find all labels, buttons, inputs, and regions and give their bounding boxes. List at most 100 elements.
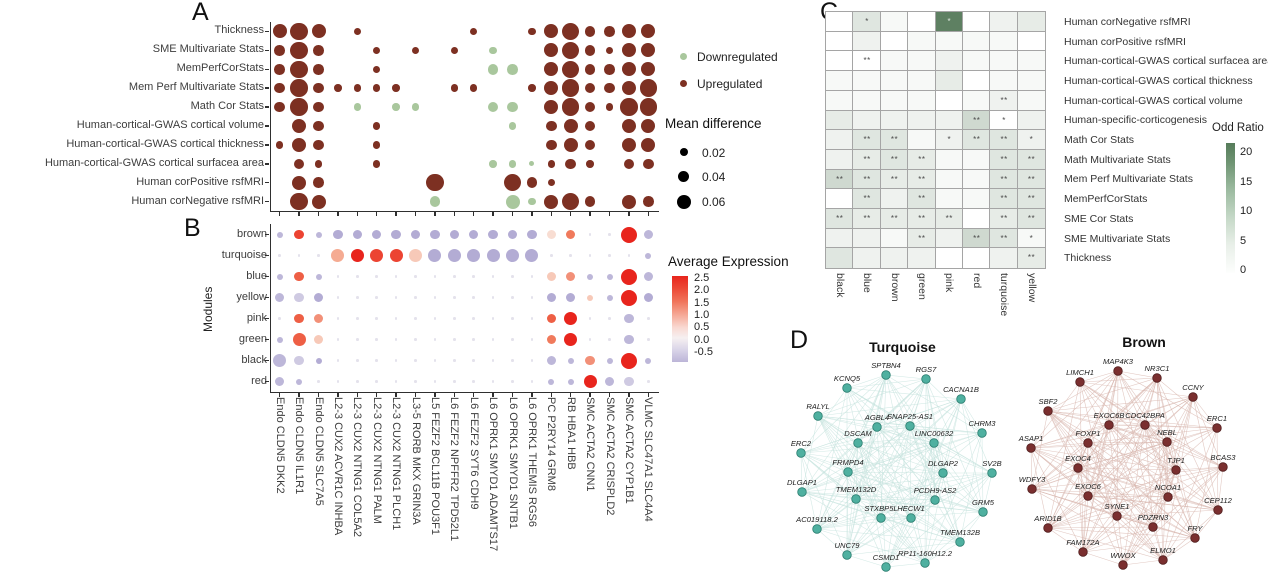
panel-a-dot	[450, 84, 459, 92]
panel-a-dot	[507, 64, 518, 75]
gene-node-label: NCOA1	[1155, 483, 1181, 492]
panel-b-dot	[294, 313, 304, 324]
panel-b-dot	[428, 249, 442, 262]
network-edge	[817, 398, 962, 417]
network-edge	[925, 378, 984, 513]
panel-b-dot	[530, 359, 534, 362]
gene-node	[1027, 484, 1037, 494]
panel-a-dot	[604, 26, 615, 37]
network-edge	[1079, 381, 1177, 471]
heatmap-cell	[880, 228, 909, 249]
network-edge	[1156, 377, 1164, 561]
heatmap-cell	[935, 149, 964, 171]
panel-b-row-label: black	[241, 353, 267, 366]
axis-tick	[608, 211, 611, 216]
gene-node-label: CDC42BPA	[1125, 411, 1165, 420]
panel-b-dot	[468, 229, 479, 240]
heatmap-col-label: blue	[861, 273, 874, 293]
network-edge	[1077, 467, 1169, 498]
panel-b-dot	[414, 380, 417, 383]
odd-ratio-tick: 20	[1240, 146, 1253, 158]
gene-node-label: CHRM3	[968, 419, 996, 428]
heatmap-cell	[880, 50, 909, 72]
heatmap-cell	[825, 228, 854, 249]
network-edge	[1030, 370, 1119, 449]
panel-b-dot	[530, 338, 534, 341]
celltype-x-label: L6 FEZF2 NPFFR2 TPD52L1	[448, 397, 461, 542]
axis-tick	[265, 296, 269, 299]
network-edge	[857, 432, 983, 444]
network-edge	[1082, 441, 1168, 553]
heatmap-cell	[962, 70, 991, 92]
size-label-006: 0.06	[702, 195, 726, 209]
significance-marker: **	[973, 115, 981, 125]
panel-b-dot	[336, 317, 340, 320]
panel-a-dot	[372, 160, 381, 168]
panel-b-dot	[394, 296, 398, 299]
significance-marker: **	[945, 214, 953, 223]
panel-a-dot	[639, 98, 658, 116]
panel-a-dot	[586, 160, 594, 168]
axis-tick	[492, 392, 494, 397]
network-edge	[933, 442, 961, 543]
gene-node	[796, 448, 806, 458]
heatmap-cell	[935, 110, 964, 131]
panel-a-dot	[353, 103, 362, 111]
panel-b-dot	[453, 317, 456, 320]
heatmap-row-label: MemPerfCorStats	[1064, 193, 1148, 206]
significance-marker: *	[1002, 115, 1006, 125]
network-edge	[1030, 447, 1084, 553]
axis-tick	[589, 392, 591, 397]
heatmap-cell	[962, 31, 991, 52]
gene-node-label: SPTBN4	[871, 361, 901, 370]
panel-b-dot	[647, 380, 650, 383]
panel-a-dot	[487, 64, 499, 75]
panel-b-dot	[336, 380, 340, 383]
network-edge	[1079, 377, 1158, 383]
gene-node-label: RP11-160H12.2	[898, 549, 953, 558]
axis-tick	[278, 211, 281, 216]
panel-b-dot	[564, 333, 578, 346]
significance-marker: **	[918, 174, 926, 184]
panel-b-dot	[587, 294, 594, 301]
panel-b-dot	[447, 249, 461, 262]
axis-tick	[265, 380, 269, 383]
panel-b-dot	[410, 229, 421, 240]
celltype-x-label: L2-3 CUX2 NTNG1 PALM	[370, 397, 383, 524]
panel-a-dot	[508, 160, 517, 168]
panel-b-dot	[564, 312, 578, 325]
network-edge	[801, 398, 962, 493]
network-edge	[816, 426, 878, 530]
axis-tick	[414, 211, 417, 216]
gene-node	[1078, 547, 1088, 557]
heatmap-cell	[907, 129, 937, 151]
panel-b-dot	[375, 338, 378, 341]
panel-b-dot	[491, 317, 495, 320]
panel-b-dot	[297, 254, 301, 257]
gene-node	[812, 524, 822, 534]
network-edge	[1079, 370, 1119, 383]
panel-b-dot	[336, 275, 340, 278]
heatmap-row-label: Thickness	[1064, 252, 1112, 265]
network-edge	[816, 528, 926, 564]
celltype-x-label: L6 OPRK1 SMYD1 SNTB1	[506, 397, 519, 530]
network-edge	[801, 491, 936, 501]
heatmap-cell: **	[907, 208, 937, 230]
significance-marker: **	[1027, 253, 1036, 263]
gene-node	[1043, 406, 1053, 416]
panel-a-dot	[290, 41, 308, 60]
heatmap-cell: **	[880, 149, 909, 171]
network-edge	[800, 374, 887, 454]
panel-a-dot	[489, 46, 497, 55]
panel-b-dot	[294, 229, 304, 240]
network-edge	[925, 378, 944, 474]
panel-b-dot	[567, 378, 574, 385]
network-edge	[816, 472, 993, 530]
panel-b-dot	[624, 334, 634, 345]
network-edge	[1108, 424, 1154, 528]
network-edge	[910, 517, 961, 543]
network-edge	[817, 415, 961, 543]
network-edge	[1047, 469, 1177, 529]
upregulated-dot-icon	[680, 80, 687, 87]
network-edge	[1122, 526, 1154, 566]
